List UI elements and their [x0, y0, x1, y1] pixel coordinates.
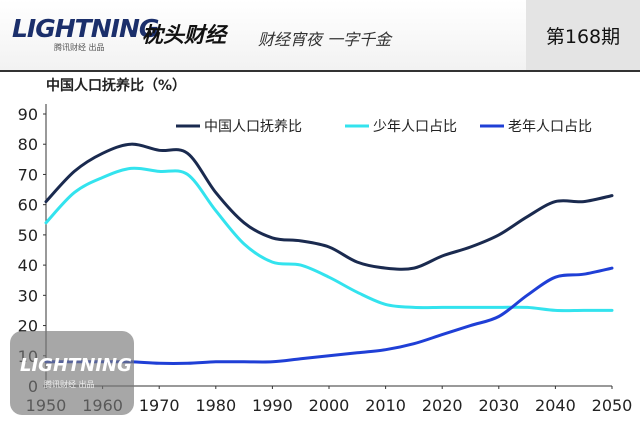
- issue-panel: 第168期: [526, 0, 640, 70]
- series-line-youth-share: [44, 166, 614, 313]
- header-brand-area: LIGHTNING 腾讯财经 出品 · 枕头财经 财经宵夜 一字千金: [0, 0, 526, 70]
- x-tick-label: 1990: [252, 396, 293, 415]
- header-banner: LIGHTNING 腾讯财经 出品 · 枕头财经 财经宵夜 一字千金 第168期: [0, 0, 640, 70]
- legend-item-elderly-share: 老年人口占比: [480, 119, 592, 135]
- issue-number: 第168期: [545, 26, 621, 48]
- y-tick-label: 70: [18, 165, 38, 184]
- x-tick-label: 2040: [535, 396, 576, 415]
- brand-separator: ·: [128, 22, 135, 43]
- y-tick-label: 20: [18, 317, 38, 336]
- brand-name: 枕头财经: [142, 23, 226, 47]
- watermark-subtitle: 腾讯财经 出品: [44, 380, 95, 389]
- legend-item-youth-share: 少年人口占比: [345, 119, 457, 135]
- lightning-logo-subtitle: 腾讯财经 出品: [54, 43, 105, 52]
- watermark-logo: LIGHTNING: [20, 355, 132, 376]
- watermark-badge: LIGHTNING 腾讯财经 出品: [10, 331, 134, 415]
- legend-item-dependency-ratio: 中国人口抚养比: [176, 119, 302, 135]
- x-tick-label: 2000: [309, 396, 350, 415]
- y-tick-label: 30: [18, 286, 38, 305]
- y-tick-label: 50: [18, 226, 38, 245]
- legend-label: 中国人口抚养比: [204, 119, 302, 135]
- header-divider: [0, 70, 640, 72]
- y-tick-label: 80: [18, 135, 38, 154]
- legend-label: 老年人口占比: [508, 119, 592, 135]
- legend: 中国人口抚养比 少年人口占比 老年人口占比: [176, 119, 592, 135]
- x-tick-label: 1980: [195, 396, 236, 415]
- series-lines-group: [44, 142, 614, 366]
- y-tick-label: 90: [18, 105, 38, 124]
- x-tick-label: 2010: [365, 396, 406, 415]
- y-tick-label: 40: [18, 256, 38, 275]
- y-tick-label: 60: [18, 196, 38, 215]
- x-tick-label: 2050: [592, 396, 633, 415]
- x-tick-label: 2020: [422, 396, 463, 415]
- lightning-logo: LIGHTNING: [12, 14, 159, 43]
- brand-tagline: 财经宵夜 一字千金: [258, 30, 392, 49]
- x-tick-label: 2030: [478, 396, 519, 415]
- series-line-elderly-share: [44, 266, 614, 366]
- x-tick-label: 1970: [139, 396, 180, 415]
- legend-label: 少年人口占比: [373, 119, 457, 135]
- series-line-dependency-ratio: [44, 142, 614, 271]
- chart-title: 中国人口抚养比（%）: [46, 78, 187, 94]
